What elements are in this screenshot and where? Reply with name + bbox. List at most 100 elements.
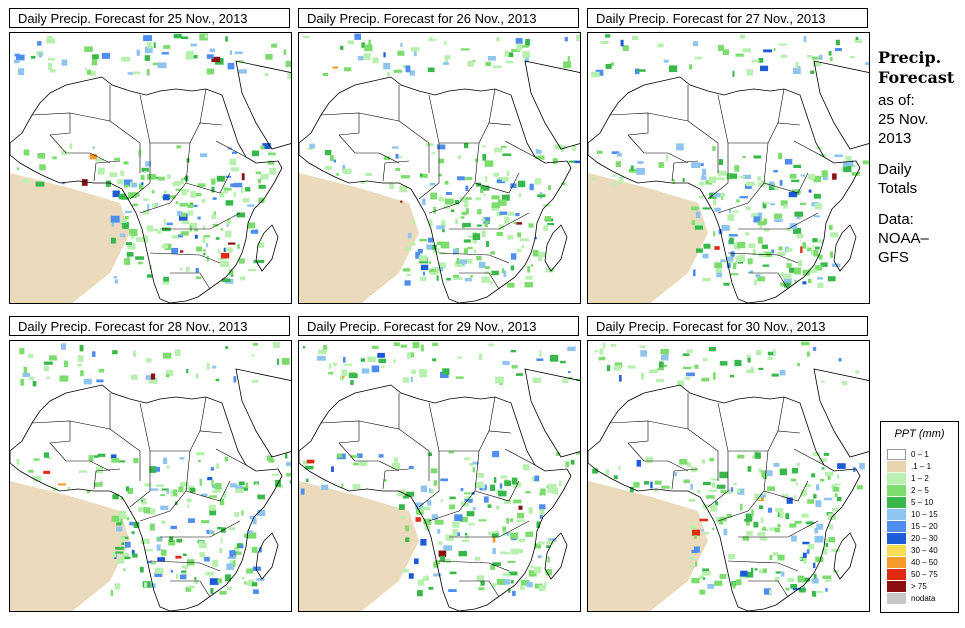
precip-cell <box>518 538 526 542</box>
precip-cell <box>130 235 135 239</box>
precip-cell <box>175 201 179 204</box>
precip-cell <box>816 523 824 530</box>
precip-cell <box>194 234 198 239</box>
precip-cell <box>429 269 437 274</box>
precip-cell <box>233 551 242 555</box>
precip-cell <box>464 143 469 149</box>
precip-cell <box>736 579 742 586</box>
precip-field <box>592 341 865 597</box>
precip-cell <box>720 259 726 263</box>
precip-cell <box>694 364 699 369</box>
precip-cell <box>446 278 451 281</box>
precip-cell <box>113 276 118 279</box>
precip-cell <box>394 342 400 346</box>
precip-cell <box>842 161 847 167</box>
precip-cell <box>383 62 391 70</box>
precip-cell <box>195 268 199 273</box>
precip-cell <box>868 56 869 59</box>
precip-cell <box>786 248 793 252</box>
precip-cell <box>145 161 152 167</box>
precip-cell <box>145 375 155 380</box>
precip-cell <box>576 34 580 41</box>
country-border <box>170 580 211 598</box>
precip-cell <box>150 562 156 565</box>
dry-region <box>299 481 419 611</box>
precip-cell <box>393 69 403 73</box>
precip-cell <box>813 193 821 199</box>
precip-cell <box>214 483 222 490</box>
precip-cell <box>118 510 127 517</box>
precip-cell <box>427 500 432 506</box>
precip-cell <box>115 546 124 550</box>
precip-cell <box>464 498 473 503</box>
precip-cell <box>780 55 788 58</box>
precip-cell <box>324 149 332 156</box>
precip-cell <box>828 51 832 56</box>
panel-title: Daily Precip. Forecast for 29 Nov., 2013 <box>298 316 579 336</box>
precip-cell <box>772 552 779 556</box>
precip-cell <box>377 352 385 358</box>
precip-cell <box>479 353 483 360</box>
precip-cell <box>152 203 157 208</box>
precip-cell <box>149 508 156 515</box>
precip-cell <box>502 361 510 365</box>
precip-cell <box>746 181 755 187</box>
precip-cell <box>504 579 511 585</box>
precip-cell <box>440 371 449 378</box>
precip-cell <box>125 242 132 246</box>
precip-cell <box>824 579 832 582</box>
precip-cell <box>117 558 125 564</box>
precip-cell <box>777 512 781 518</box>
precip-cell <box>247 204 255 207</box>
precip-cell <box>147 203 150 211</box>
precip-cell <box>217 257 227 260</box>
precip-cell <box>111 551 117 558</box>
precip-cell <box>792 67 801 74</box>
precip-cell <box>226 218 232 225</box>
precip-cell <box>130 374 138 380</box>
legend-label: 1 – 2 <box>911 474 929 483</box>
precip-cell <box>230 183 236 188</box>
precip-cell <box>596 150 603 154</box>
dry-region <box>10 173 130 303</box>
precip-cell <box>619 375 622 382</box>
precip-cell <box>517 512 524 519</box>
precip-cell <box>428 452 432 457</box>
precip-cell <box>598 356 606 361</box>
precip-field <box>300 341 580 597</box>
precip-cell <box>768 183 775 190</box>
precip-cell <box>524 282 533 288</box>
precip-cell <box>234 51 243 55</box>
precip-cell <box>136 192 140 197</box>
forecast-panel-2: Daily Precip. Forecast for 26 Nov., 2013 <box>298 8 581 304</box>
precip-cell <box>547 223 554 226</box>
precip-cell <box>52 156 57 160</box>
precip-cell <box>16 167 19 171</box>
precip-cell <box>332 66 338 69</box>
precip-cell <box>452 530 458 538</box>
precip-cell <box>613 475 618 480</box>
precip-cell <box>485 266 490 270</box>
precip-cell <box>64 360 68 368</box>
precip-cell <box>342 165 346 172</box>
precip-cell <box>792 588 801 591</box>
precip-cell <box>455 218 458 225</box>
precip-cell <box>507 235 514 240</box>
precip-cell <box>121 552 129 560</box>
precip-cell <box>149 466 157 473</box>
precip-cell <box>365 173 373 176</box>
precip-cell <box>502 153 512 157</box>
africa-map-svg <box>299 33 580 303</box>
precip-cell <box>248 268 257 272</box>
precip-cell <box>111 220 115 227</box>
precip-cell <box>658 162 664 168</box>
country-border <box>504 140 536 158</box>
precip-cell <box>568 160 577 163</box>
precip-cell <box>477 224 482 227</box>
precip-cell <box>703 243 711 249</box>
precip-cell <box>535 155 544 159</box>
precip-cell <box>223 491 227 499</box>
country-border <box>49 442 111 472</box>
country-border <box>49 134 111 164</box>
precip-cell <box>695 211 701 219</box>
